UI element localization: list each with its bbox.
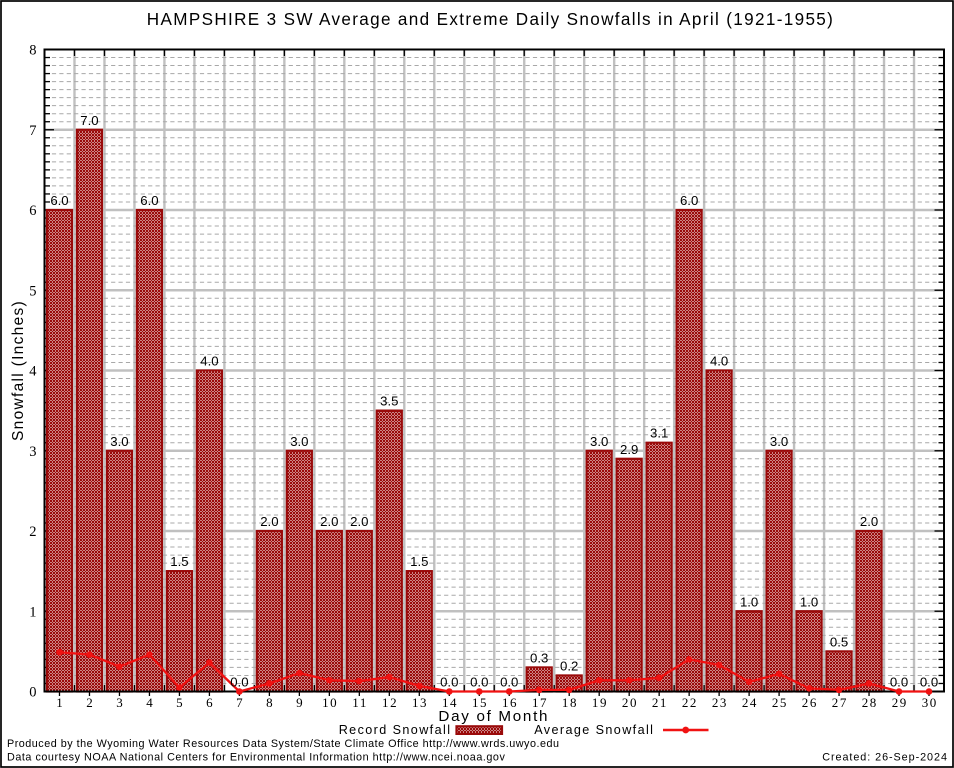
svg-text:3.1: 3.1 xyxy=(650,426,668,441)
svg-text:25: 25 xyxy=(772,695,788,710)
svg-text:15: 15 xyxy=(472,695,488,710)
svg-text:28: 28 xyxy=(862,695,878,710)
svg-text:Data courtesy NOAA National Ce: Data courtesy NOAA National Centers for … xyxy=(7,752,505,764)
svg-text:6.0: 6.0 xyxy=(680,193,698,208)
svg-text:0.0: 0.0 xyxy=(230,675,248,690)
svg-text:Produced by the Wyoming Water: Produced by the Wyoming Water Resources … xyxy=(7,738,559,750)
svg-text:5: 5 xyxy=(29,283,36,299)
svg-text:3: 3 xyxy=(116,695,124,710)
svg-text:8: 8 xyxy=(266,695,274,710)
svg-text:2.0: 2.0 xyxy=(260,514,278,529)
svg-text:3.5: 3.5 xyxy=(380,394,398,409)
svg-text:HAMPSHIRE 3 SW Average and Ext: HAMPSHIRE 3 SW Average and Extreme Daily… xyxy=(147,10,834,29)
svg-text:6: 6 xyxy=(29,203,36,219)
svg-text:1.0: 1.0 xyxy=(740,594,758,609)
svg-text:0.0: 0.0 xyxy=(440,675,458,690)
svg-text:1: 1 xyxy=(29,604,36,620)
svg-text:4: 4 xyxy=(146,695,154,710)
svg-text:8: 8 xyxy=(29,43,36,59)
svg-text:24: 24 xyxy=(742,695,758,710)
svg-text:1.5: 1.5 xyxy=(170,554,188,569)
svg-text:5: 5 xyxy=(176,695,184,710)
svg-text:3.0: 3.0 xyxy=(590,434,608,449)
svg-text:3.0: 3.0 xyxy=(290,434,308,449)
svg-text:23: 23 xyxy=(712,695,728,710)
svg-text:0.2: 0.2 xyxy=(560,658,578,673)
svg-text:21: 21 xyxy=(652,695,668,710)
svg-text:12: 12 xyxy=(382,695,398,710)
svg-text:2.0: 2.0 xyxy=(320,514,338,529)
svg-text:3.0: 3.0 xyxy=(110,434,128,449)
svg-text:7: 7 xyxy=(29,123,36,139)
svg-text:27: 27 xyxy=(832,695,848,710)
svg-text:7: 7 xyxy=(236,695,244,710)
svg-text:26: 26 xyxy=(802,695,818,710)
svg-text:6.0: 6.0 xyxy=(140,193,158,208)
svg-text:3: 3 xyxy=(29,444,36,460)
svg-text:Day of Month: Day of Month xyxy=(438,708,549,725)
svg-text:Snowfall (Inches): Snowfall (Inches) xyxy=(10,300,27,441)
svg-text:0.3: 0.3 xyxy=(530,650,548,665)
svg-text:1.0: 1.0 xyxy=(800,594,818,609)
svg-text:0.0: 0.0 xyxy=(500,675,518,690)
svg-text:10: 10 xyxy=(322,695,338,710)
svg-text:Record Snowfall: Record Snowfall xyxy=(339,723,452,737)
svg-text:1.5: 1.5 xyxy=(410,554,428,569)
svg-text:0: 0 xyxy=(29,685,36,701)
svg-text:13: 13 xyxy=(412,695,428,710)
svg-text:1: 1 xyxy=(56,695,64,710)
svg-text:4.0: 4.0 xyxy=(710,354,728,369)
svg-text:2: 2 xyxy=(86,695,94,710)
svg-text:2.9: 2.9 xyxy=(620,442,638,457)
svg-text:22: 22 xyxy=(682,695,698,710)
svg-text:11: 11 xyxy=(352,695,368,710)
svg-text:2.0: 2.0 xyxy=(860,514,878,529)
svg-text:4.0: 4.0 xyxy=(200,354,218,369)
svg-text:0.0: 0.0 xyxy=(920,675,938,690)
svg-text:6.0: 6.0 xyxy=(50,193,68,208)
svg-text:19: 19 xyxy=(592,695,608,710)
svg-text:0.0: 0.0 xyxy=(890,675,908,690)
svg-text:6: 6 xyxy=(206,695,214,710)
svg-text:Average Snowfall: Average Snowfall xyxy=(534,723,654,737)
svg-text:30: 30 xyxy=(922,695,938,710)
svg-text:17: 17 xyxy=(532,695,548,710)
svg-text:9: 9 xyxy=(296,695,304,710)
svg-text:7.0: 7.0 xyxy=(80,113,98,128)
svg-text:16: 16 xyxy=(502,695,518,710)
svg-text:0.5: 0.5 xyxy=(830,634,848,649)
svg-text:4: 4 xyxy=(29,364,37,380)
svg-text:Created: 26-Sep-2024: Created: 26-Sep-2024 xyxy=(822,752,948,764)
svg-text:14: 14 xyxy=(442,695,458,710)
svg-text:2.0: 2.0 xyxy=(350,514,368,529)
svg-text:18: 18 xyxy=(562,695,578,710)
svg-text:29: 29 xyxy=(892,695,908,710)
svg-text:20: 20 xyxy=(622,695,638,710)
svg-text:2: 2 xyxy=(29,524,36,540)
svg-text:3.0: 3.0 xyxy=(770,434,788,449)
svg-text:0.0: 0.0 xyxy=(470,675,488,690)
